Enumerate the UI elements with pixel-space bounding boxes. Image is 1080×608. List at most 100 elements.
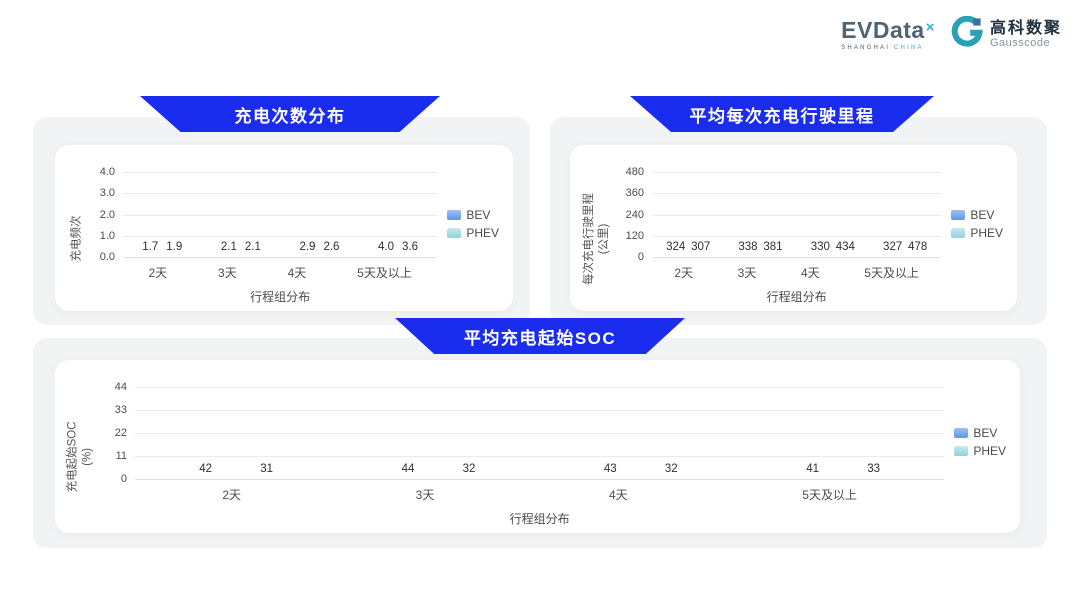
gausscode-cn: 高科数聚	[989, 19, 1062, 37]
gridline	[135, 410, 945, 411]
category-label-4天: 4天	[608, 488, 628, 502]
bar-groups: 324 307 338 381 330 434 327 478	[652, 172, 941, 257]
bar-value-label: 32	[664, 463, 678, 475]
header: EVData× SHANGHAI CHINA 高科数聚 Gausscode	[841, 15, 1062, 53]
legend-swatch-phev-icon	[447, 227, 462, 238]
legend-label-bev: BEV	[970, 207, 995, 222]
bar-value-label: 2.1	[244, 241, 261, 253]
y-axis-name-text: 充电频次	[70, 216, 85, 262]
chart-card-mileage: 每次充电行驶里程 (公里) 480 360 240 120 0 324 307 338 381 330…	[570, 145, 1017, 311]
y-axis-name-line1: 充电频次	[70, 215, 83, 262]
bar-value-label: 2.9	[299, 241, 316, 253]
gausscode-en: Gausscode	[989, 37, 1051, 50]
category-label-3天: 3天	[737, 266, 757, 280]
y-axis-name-line2: (%)	[81, 448, 94, 466]
legend-label-bev: BEV	[973, 426, 998, 440]
category-label-5天及以上: 5天及以上	[357, 266, 412, 280]
chart-mileage: 每次充电行驶里程 (公里) 480 360 240 120 0 324 307 338 381 330…	[570, 145, 1017, 311]
category-label-3天: 3天	[218, 266, 237, 280]
bar-value-label: 338	[738, 241, 758, 253]
category-labels: 2天 3天 4天 5天及以上	[135, 486, 944, 503]
bar-value-label: 43	[603, 463, 617, 475]
bar-value-label: 327	[883, 241, 903, 253]
evdata-wordmark: EVData	[841, 16, 925, 43]
y-tick-label: 360	[625, 187, 644, 200]
y-tick-label: 22	[114, 427, 127, 439]
gausscode-logo: 高科数聚 Gausscode	[951, 15, 1062, 53]
chart-charge-count: 充电频次 4.0 3.0 2.0 1.0 0.0 1.7 1.9 2.1 2.1 2.9 2.6 4.0…	[55, 145, 513, 311]
legend: BEV PHEV	[447, 208, 499, 240]
category-label-5天及以上: 5天及以上	[864, 266, 919, 280]
bar-value-label: 307	[691, 241, 711, 253]
legend-label-phev: PHEV	[973, 444, 1006, 458]
y-axis-name-text: 充电起始SOC (%)	[65, 422, 95, 493]
y-tick-label: 1.0	[99, 229, 115, 242]
x-axis-name: 行程组分布	[509, 512, 570, 526]
legend-item-phev[interactable]: PHEV	[954, 444, 1006, 458]
plot-area: 480 360 240 120 0 324 307 338 381 330 434 327 478	[626, 166, 942, 263]
category-label-2天: 2天	[674, 266, 693, 280]
bar-value-label: 381	[763, 241, 783, 253]
gridline	[652, 193, 942, 195]
panel-start-soc: 平均充电起始SOC 充电起始SOC (%) 44 33 22 11 0 42 31 44 32 43 3…	[33, 318, 1047, 548]
y-tick-label: 240	[625, 208, 644, 221]
y-axis-name-line1: 充电起始SOC	[66, 421, 79, 493]
gausscode-text: 高科数聚 Gausscode	[990, 20, 1062, 50]
category-label-4天: 4天	[800, 266, 820, 280]
bar-value-label: 4.0	[378, 241, 395, 253]
plot-area: 44 33 22 11 0 42 31 44 32 43 32 41 33	[115, 381, 945, 485]
plot-area: 4.0 3.0 2.0 1.0 0.0 1.7 1.9 2.1 2.1 2.9 2.6 4.0 3.6	[100, 166, 438, 263]
legend-item-bev[interactable]: BEV	[954, 426, 1006, 440]
evdata-logo: EVData× SHANGHAI CHINA	[841, 16, 935, 51]
legend-swatch-phev-icon	[951, 227, 966, 238]
y-tick-label: 33	[114, 404, 127, 416]
legend-item-phev[interactable]: PHEV	[447, 226, 499, 240]
y-axis-name-line1: 每次充电行驶里程	[583, 192, 596, 285]
evdata-logo-text: EVData×	[841, 16, 935, 43]
y-axis-name: 充电起始SOC (%)	[65, 422, 95, 493]
legend: BEV PHEV	[951, 208, 1003, 240]
legend-swatch-bev-icon	[447, 209, 462, 220]
gridline	[135, 456, 945, 457]
legend-item-phev[interactable]: PHEV	[951, 226, 1003, 240]
y-axis-name-text: 每次充电行驶里程 (公里)	[582, 193, 612, 285]
bar-value-label: 41	[806, 463, 820, 475]
category-label-4天: 4天	[287, 266, 307, 280]
evdata-x-icon: ×	[925, 18, 935, 36]
chart-start-soc: 充电起始SOC (%) 44 33 22 11 0 42 31 44 32 43 32 41 33 2天 3天 4…	[55, 360, 1020, 533]
bar-value-label: 324	[666, 241, 686, 253]
y-tick-label: 480	[625, 166, 644, 178]
chart-card-charge-count: 充电频次 4.0 3.0 2.0 1.0 0.0 1.7 1.9 2.1 2.1 2.9 2.6 4.0…	[55, 145, 513, 311]
bar-value-label: 434	[835, 241, 855, 253]
gridline	[123, 172, 438, 173]
bar-value-label: 32	[462, 463, 476, 475]
chart-title-banner-mileage: 平均每次充电行驶里程	[630, 96, 934, 132]
category-label-3天: 3天	[415, 488, 435, 502]
y-tick-label: 11	[115, 450, 127, 462]
gridline	[123, 235, 438, 237]
legend-label-phev: PHEV	[466, 225, 499, 240]
chart-title-mileage: 平均每次充电行驶里程	[689, 106, 875, 126]
legend-item-bev[interactable]: BEV	[951, 208, 1003, 222]
bar-value-label: 1.9	[166, 241, 183, 253]
category-labels: 2天 3天 4天 5天及以上	[652, 264, 941, 281]
gridline	[652, 235, 942, 237]
legend: BEV PHEV	[954, 426, 1006, 458]
legend-item-bev[interactable]: BEV	[447, 208, 499, 222]
gridline	[652, 214, 942, 216]
y-tick-label: 3.0	[99, 187, 115, 200]
chart-card-start-soc: 充电起始SOC (%) 44 33 22 11 0 42 31 44 32 43 32 41 33 2天 3天 4…	[55, 360, 1020, 533]
x-axis-name: 行程组分布	[250, 290, 311, 304]
bar-groups: 1.7 1.9 2.1 2.1 2.9 2.6 4.0 3.6	[123, 172, 437, 257]
category-label-2天: 2天	[148, 266, 168, 280]
y-tick-label: 2.0	[99, 208, 115, 221]
bar-value-label: 2.1	[220, 241, 237, 253]
bar-groups: 42 31 44 32 43 32 41 33	[135, 387, 944, 479]
category-label-5天及以上: 5天及以上	[802, 488, 857, 502]
gausscode-g-icon	[951, 15, 983, 53]
y-tick-label: 120	[625, 229, 644, 242]
plot-column: 480 360 240 120 0 324 307 338 381 330 434 327 478 2天 3…	[626, 166, 942, 305]
plot-column: 4.0 3.0 2.0 1.0 0.0 1.7 1.9 2.1 2.1 2.9 2.6 4.0 3.6 2…	[100, 166, 438, 305]
bar-value-label: 330	[810, 241, 830, 253]
gridline	[652, 172, 942, 173]
